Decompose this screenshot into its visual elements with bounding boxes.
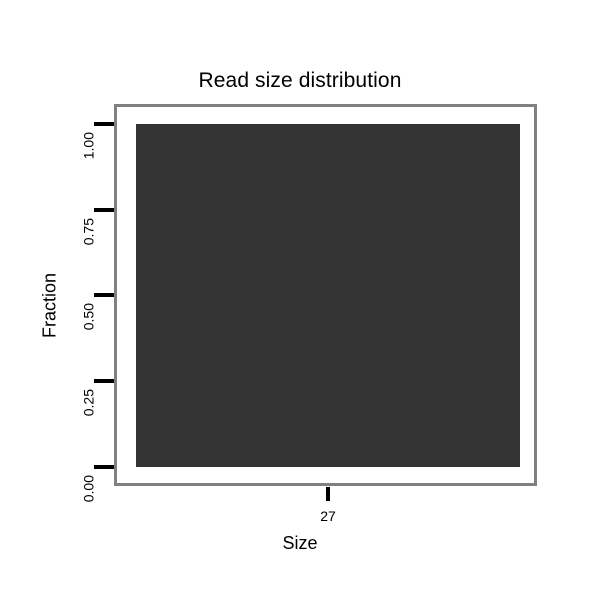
y-tick-label-3: 0.75 xyxy=(80,218,96,246)
y-tick-label-4: 1.00 xyxy=(80,132,96,160)
x-axis-title: Size xyxy=(282,533,318,553)
y-tick-mark-3 xyxy=(94,208,114,212)
x-tick-label-0: 27 xyxy=(320,508,336,524)
x-tick-mark-0 xyxy=(326,487,330,501)
y-tick-mark-2 xyxy=(94,293,114,297)
y-tick-mark-4 xyxy=(94,122,114,126)
y-tick-label-2: 0.50 xyxy=(80,303,96,331)
bar-27 xyxy=(136,124,520,467)
y-axis-title: Fraction xyxy=(39,272,60,339)
y-tick-label-0: 0.00 xyxy=(80,475,96,503)
plot-area xyxy=(117,107,534,483)
chart-title: Read size distribution xyxy=(198,69,402,92)
y-tick-mark-0 xyxy=(94,465,114,469)
y-tick-mark-1 xyxy=(94,379,114,383)
y-tick-label-1: 0.25 xyxy=(80,389,96,417)
